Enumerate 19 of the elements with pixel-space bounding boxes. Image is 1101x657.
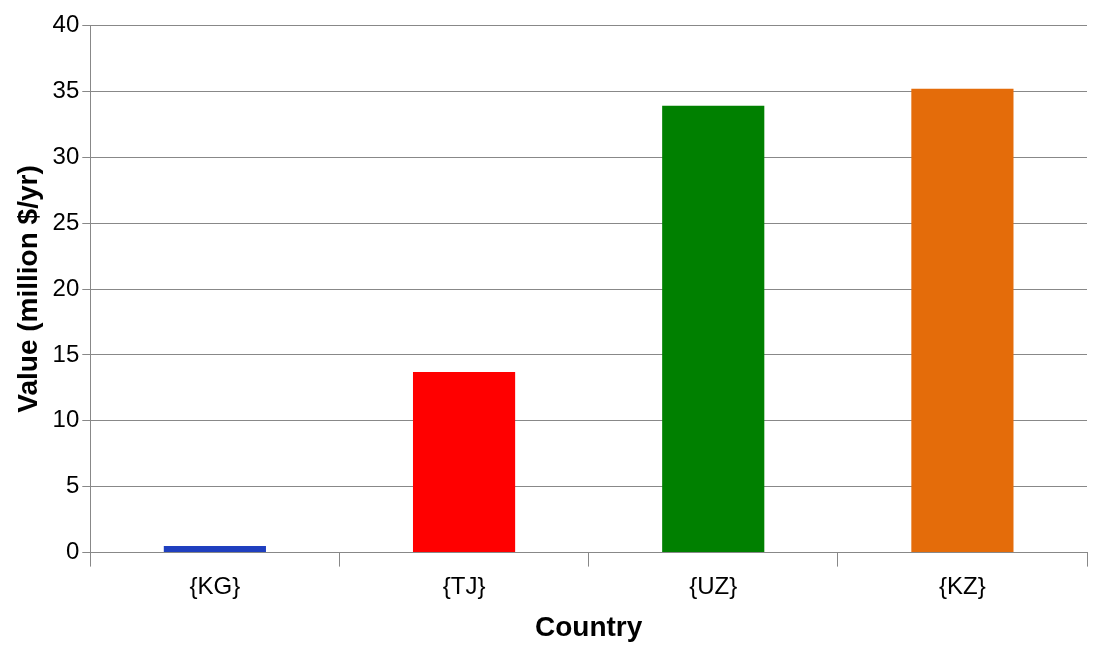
y-tick-label: 20 — [52, 273, 80, 301]
y-tick-label: 40 — [52, 10, 80, 38]
bar — [911, 88, 1014, 553]
bar — [412, 372, 516, 553]
y-tick-label: 0 — [65, 537, 80, 565]
bar — [163, 546, 266, 553]
bar — [662, 105, 765, 553]
x-tick-label: {KZ} — [939, 571, 986, 599]
x-tick-label: {TJ} — [442, 571, 486, 599]
y-tick-label: 10 — [52, 405, 80, 433]
x-tick-label: {UZ} — [689, 571, 738, 599]
x-axis-title: Country — [534, 610, 643, 642]
y-tick-label: 15 — [52, 339, 80, 367]
y-tick-label: 35 — [52, 75, 80, 103]
y-axis-title: Value (million $/yr) — [11, 165, 43, 413]
y-tick-label: 5 — [65, 471, 80, 499]
y-tick-label: 30 — [52, 141, 80, 169]
y-tick-label: 25 — [52, 207, 80, 235]
x-tick-label: {KG} — [189, 571, 241, 599]
